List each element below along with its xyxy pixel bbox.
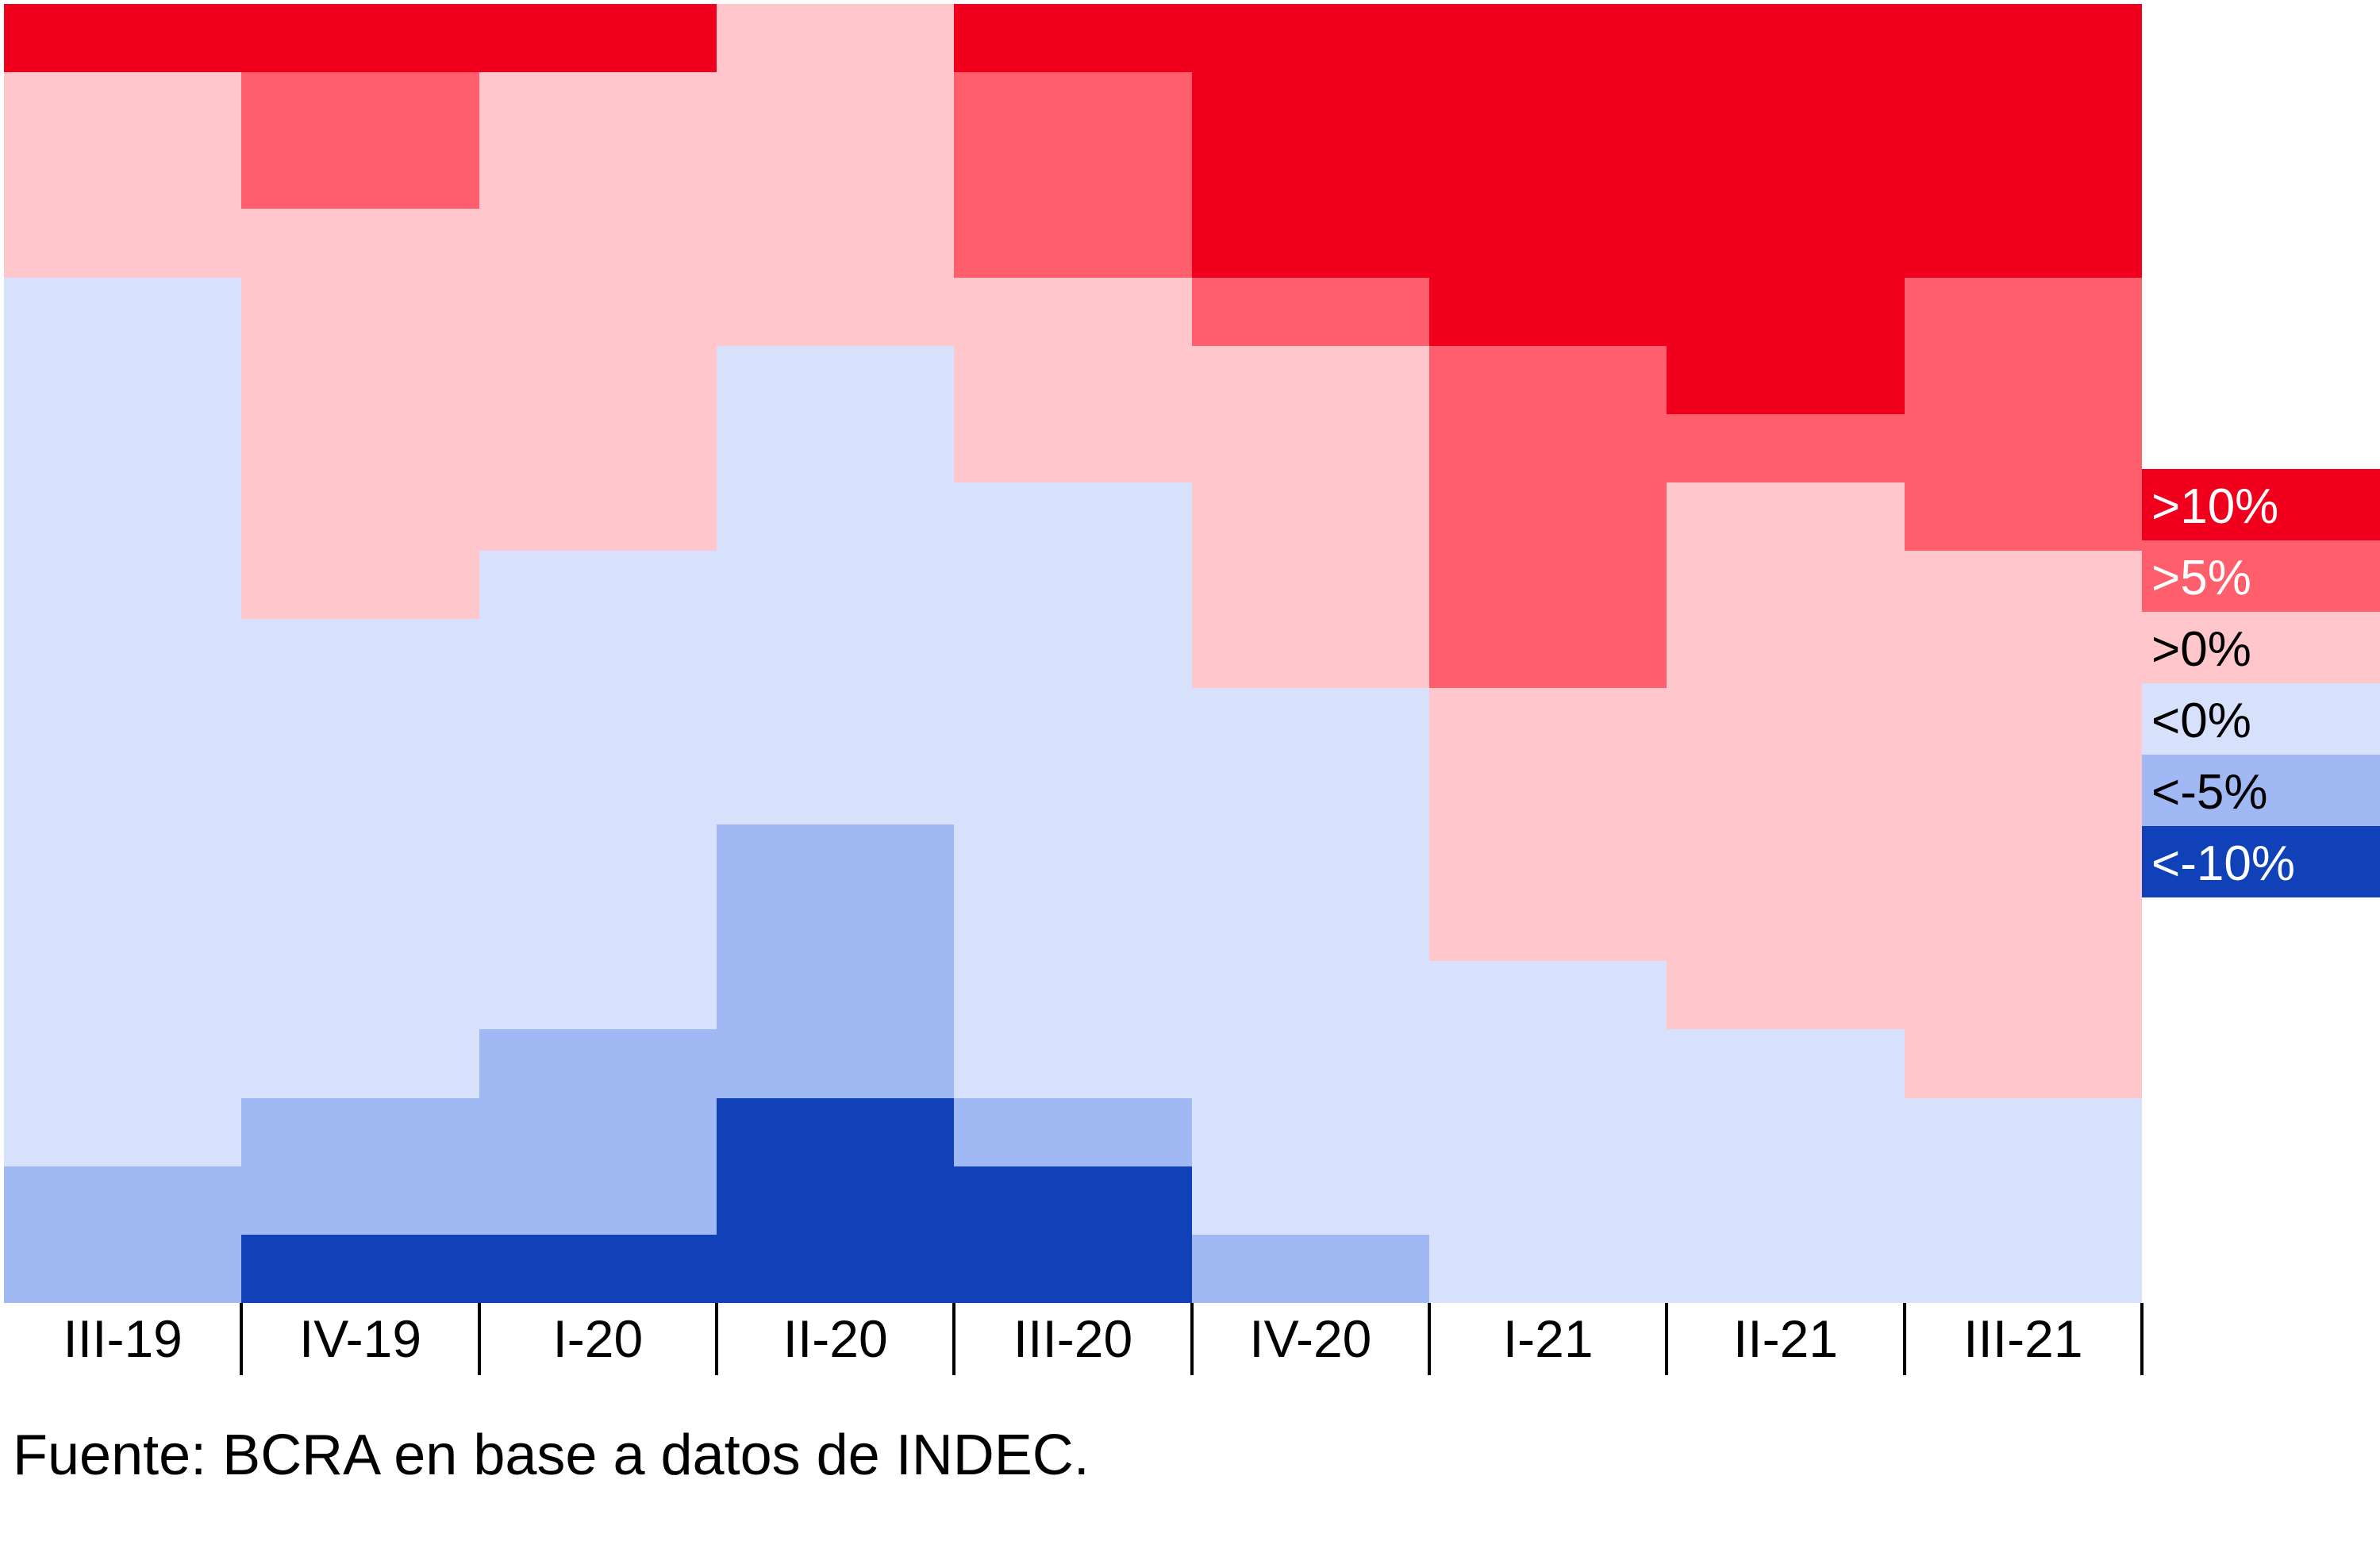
heatmap-cell-III-21-p10 <box>1905 4 2142 278</box>
heatmap-cell-I-21-p5 <box>1429 346 1667 688</box>
heatmap-cell-I-20-n10 <box>479 1235 717 1303</box>
legend-label-p0: >0% <box>2151 622 2251 677</box>
heatmap-cell-II-21-p5 <box>1667 414 1905 482</box>
legend-label-n10: <-10% <box>2151 836 2295 891</box>
heatmap-cell-III-20-n5 <box>954 1098 1192 1166</box>
heatmap-cell-I-20-n0 <box>479 551 717 1029</box>
legend-swatch-p0 <box>2142 612 2380 683</box>
legend-label-n0: <0% <box>2151 694 2251 748</box>
heatmap-cell-III-20-n10 <box>954 1166 1192 1303</box>
legend-swatch-n0 <box>2142 683 2380 755</box>
heatmap-cell-IV-19-p0 <box>241 209 479 619</box>
heatmap-cell-II-20-n10 <box>717 1098 954 1303</box>
x-tick-label: II-21 <box>1733 1309 1838 1368</box>
heatmap-cell-IV-19-n10 <box>241 1235 479 1303</box>
heatmap-cell-II-20-n0 <box>717 346 954 824</box>
heatmap-cell-I-20-p10 <box>479 4 717 72</box>
heatmap-cell-IV-19-n5 <box>241 1098 479 1235</box>
x-tick-label: I-21 <box>1503 1309 1594 1368</box>
heatmap-cell-II-21-p0 <box>1667 482 1905 1029</box>
heatmap-cell-II-20-p0 <box>717 4 954 346</box>
heatmap-cell-I-21-p10 <box>1429 4 1667 346</box>
legend-label-p10: >10% <box>2151 479 2278 534</box>
x-tick-label: III-20 <box>1013 1309 1132 1368</box>
source-note: Fuente: BCRA en base a datos de INDEC. <box>13 1424 1090 1487</box>
heatmap-cell-I-20-n5 <box>479 1029 717 1235</box>
heatmap-cell-I-21-p0 <box>1429 688 1667 961</box>
legend-swatch-p10 <box>2142 469 2380 540</box>
heatmap-cell-IV-20-p10 <box>1192 4 1429 278</box>
legend-label-p5: >5% <box>2151 551 2251 605</box>
legend-swatch-n10 <box>2142 826 2380 897</box>
heatmap-cell-IV-20-n5 <box>1192 1235 1429 1303</box>
heatmap-cell-III-20-p0 <box>954 278 1192 482</box>
heatmap-cell-IV-19-p10 <box>241 4 479 72</box>
heatmap-cell-III-19-n5 <box>4 1166 241 1303</box>
x-tick-label: IV-19 <box>299 1309 421 1368</box>
heatmap-cell-III-20-p5 <box>954 72 1192 278</box>
heatmap-cell-III-21-p5 <box>1905 278 2142 551</box>
heatmap-cell-III-20-n0 <box>954 482 1192 1098</box>
x-tick-label: I-20 <box>552 1309 643 1368</box>
heatmap-cell-III-21-n0 <box>1905 1098 2142 1303</box>
heatmap-cell-IV-20-p0 <box>1192 346 1429 688</box>
heatmap-cell-IV-19-n0 <box>241 619 479 1098</box>
color-legend: >10% >5% >0% <0% <-5% <-10% <box>2142 469 2380 897</box>
heatmap-cell-II-21-p10 <box>1667 4 1905 414</box>
heatmap-cell-II-20-n5 <box>717 824 954 1098</box>
heatmap-cell-III-19-p10 <box>4 4 241 72</box>
legend-label-n5: <-5% <box>2151 765 2267 820</box>
heatmap-cell-III-20-p10 <box>954 4 1192 72</box>
heatmap-cell-III-19-n0 <box>4 278 241 1166</box>
heatmap-cell-IV-20-n0 <box>1192 688 1429 1235</box>
heatmap-cell-III-19-p0 <box>4 72 241 278</box>
x-tick-label: II-20 <box>783 1309 888 1368</box>
x-tick-label: III-21 <box>1963 1309 2082 1368</box>
heatmap-cell-I-21-n0 <box>1429 961 1667 1303</box>
heatmap-cell-IV-20-p5 <box>1192 278 1429 346</box>
heatmap-cell-II-21-n0 <box>1667 1029 1905 1303</box>
heatmap-cells <box>4 4 2142 1303</box>
heatmap-cell-I-20-p0 <box>479 72 717 551</box>
heatmap-cell-IV-19-p5 <box>241 72 479 209</box>
legend-swatch-n5 <box>2142 755 2380 826</box>
legend-swatch-p5 <box>2142 540 2380 612</box>
x-tick-label: IV-20 <box>1249 1309 1371 1368</box>
heatmap-cell-III-21-p0 <box>1905 551 2142 1098</box>
x-axis: III-19 IV-19 I-20 II-20 III-20 IV-20 I-21 II-21… <box>63 1303 2144 1375</box>
x-tick-label: III-19 <box>63 1309 182 1368</box>
